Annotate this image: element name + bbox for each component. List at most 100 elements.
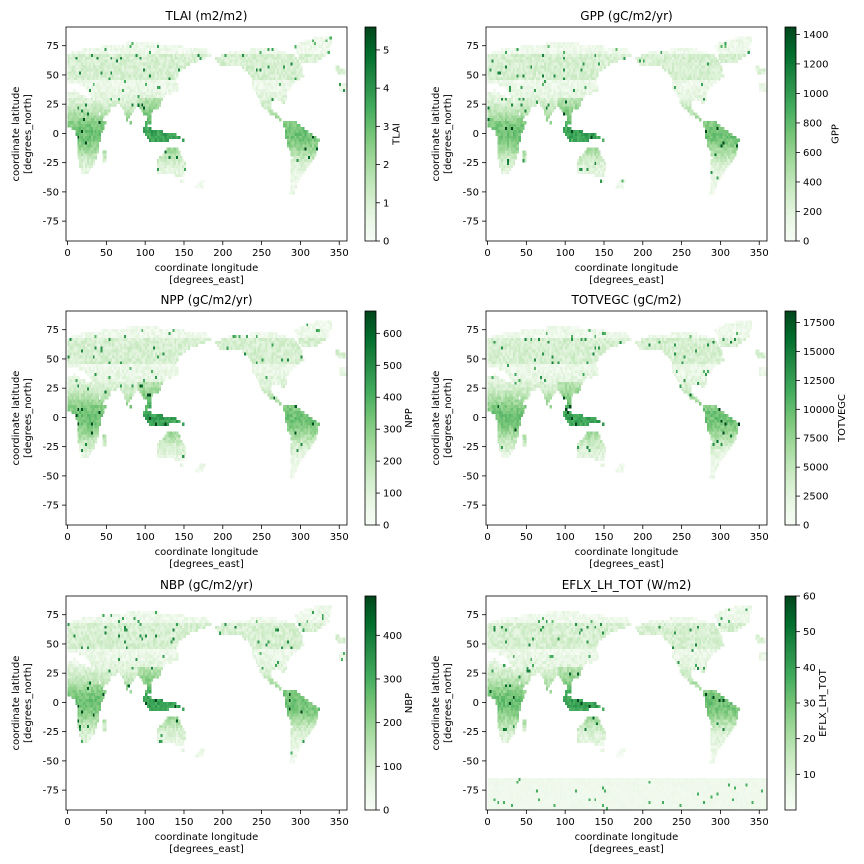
heatmap-cell — [520, 129, 523, 134]
heatmap-cell — [691, 68, 694, 72]
heatmap-cell — [166, 88, 169, 93]
heatmap-cell — [563, 56, 566, 61]
heatmap-cell — [292, 191, 295, 195]
heatmap-cell — [534, 88, 537, 93]
heatmap-cell — [92, 162, 96, 166]
heatmap-cell — [164, 91, 167, 96]
heatmap-cell — [638, 59, 642, 63]
heatmap-cell — [125, 115, 129, 119]
heatmap-cell — [152, 80, 156, 84]
heatmap-cell — [121, 62, 125, 66]
heatmap-cell — [763, 68, 766, 72]
heatmap-cell — [178, 170, 181, 175]
heatmap-cell — [98, 129, 101, 134]
heatmap-cell — [594, 50, 597, 55]
heatmap-cell — [302, 59, 305, 63]
heatmap-cell — [118, 53, 121, 58]
heatmap-cell — [528, 77, 531, 81]
heatmap-cell — [121, 80, 125, 84]
heatmap-cell — [337, 65, 340, 69]
heatmap-cell — [683, 106, 686, 110]
heatmap-cell — [549, 68, 552, 72]
heatmap-cell — [563, 86, 566, 90]
heatmap-cell — [271, 56, 274, 61]
heatmap-cell — [691, 112, 694, 116]
heatmap-cell — [677, 71, 680, 75]
heatmap-cell — [708, 74, 712, 78]
heatmap-cell — [94, 68, 97, 72]
heatmap-cell — [162, 91, 165, 96]
heatmap-cell — [495, 65, 498, 69]
heatmap-cell — [487, 112, 490, 116]
heatmap-cell — [576, 129, 580, 134]
heatmap-cell — [741, 50, 745, 55]
heatmap-cell — [75, 129, 78, 134]
heatmap-cell — [123, 88, 127, 93]
heatmap-cell — [67, 106, 70, 110]
heatmap-cell — [104, 88, 107, 93]
colorbar-tick-label: 2 — [383, 160, 389, 171]
heatmap-cell — [178, 150, 181, 154]
heatmap-cell — [102, 121, 105, 125]
heatmap-cell — [689, 106, 692, 110]
heatmap-cell — [178, 153, 181, 157]
heatmap-cell — [302, 129, 305, 134]
heatmap-cell — [572, 132, 576, 137]
heatmap-cell — [685, 48, 688, 52]
heatmap-cell — [73, 124, 76, 128]
heatmap-cell — [129, 48, 132, 52]
heatmap-cell — [642, 53, 646, 58]
heatmap-cell — [292, 77, 295, 81]
heatmap-cell — [152, 59, 156, 63]
heatmap-cell — [491, 112, 494, 116]
heatmap-cell — [121, 88, 125, 93]
heatmap-cell — [323, 53, 326, 58]
heatmap-cell — [582, 71, 585, 75]
heatmap-cell — [300, 48, 303, 52]
heatmap-cell — [304, 141, 307, 145]
heatmap-cell — [125, 83, 129, 87]
heatmap-cell — [508, 62, 512, 66]
heatmap-cell — [96, 56, 99, 61]
heatmap-cell — [732, 56, 735, 61]
heatmap-cell — [615, 59, 618, 63]
heatmap-cell — [724, 48, 727, 52]
heatmap-cell — [162, 83, 165, 87]
heatmap-cell — [681, 80, 684, 84]
heatmap-cell — [574, 135, 578, 139]
heatmap-cell — [578, 77, 581, 81]
heatmap-cell — [563, 103, 566, 107]
heatmap-cell — [580, 53, 583, 58]
heatmap-cell — [118, 74, 121, 78]
heatmap-cell — [545, 88, 549, 93]
heatmap-cell — [679, 77, 682, 81]
heatmap-cell — [85, 100, 88, 104]
heatmap-cell — [79, 71, 82, 75]
heatmap-cell — [594, 86, 597, 90]
heatmap-cell — [77, 56, 80, 61]
heatmap-cell — [286, 124, 290, 128]
heatmap-cell — [547, 71, 550, 75]
heatmap-cell — [119, 59, 123, 63]
heatmap-cell — [96, 106, 99, 110]
heatmap-cell — [547, 59, 550, 63]
heatmap-cell — [530, 77, 533, 81]
heatmap-cell — [512, 132, 516, 137]
heatmap-cell — [553, 56, 556, 61]
heatmap-cell — [574, 132, 578, 137]
heatmap-cell — [263, 71, 266, 75]
heatmap-cell — [561, 83, 564, 87]
heatmap-cell — [497, 124, 500, 128]
heatmap-cell — [102, 100, 105, 104]
heatmap-cell — [279, 77, 282, 81]
heatmap-cell — [75, 53, 78, 58]
heatmap-cell — [671, 50, 675, 55]
heatmap-cell — [121, 77, 125, 81]
heatmap-cell — [249, 56, 253, 61]
heatmap-cell — [668, 65, 671, 69]
heatmap-cell — [88, 147, 92, 151]
heatmap-cell — [162, 80, 165, 84]
heatmap-cell — [576, 45, 580, 49]
heatmap-cell — [605, 56, 609, 61]
heatmap-cell — [172, 167, 175, 172]
